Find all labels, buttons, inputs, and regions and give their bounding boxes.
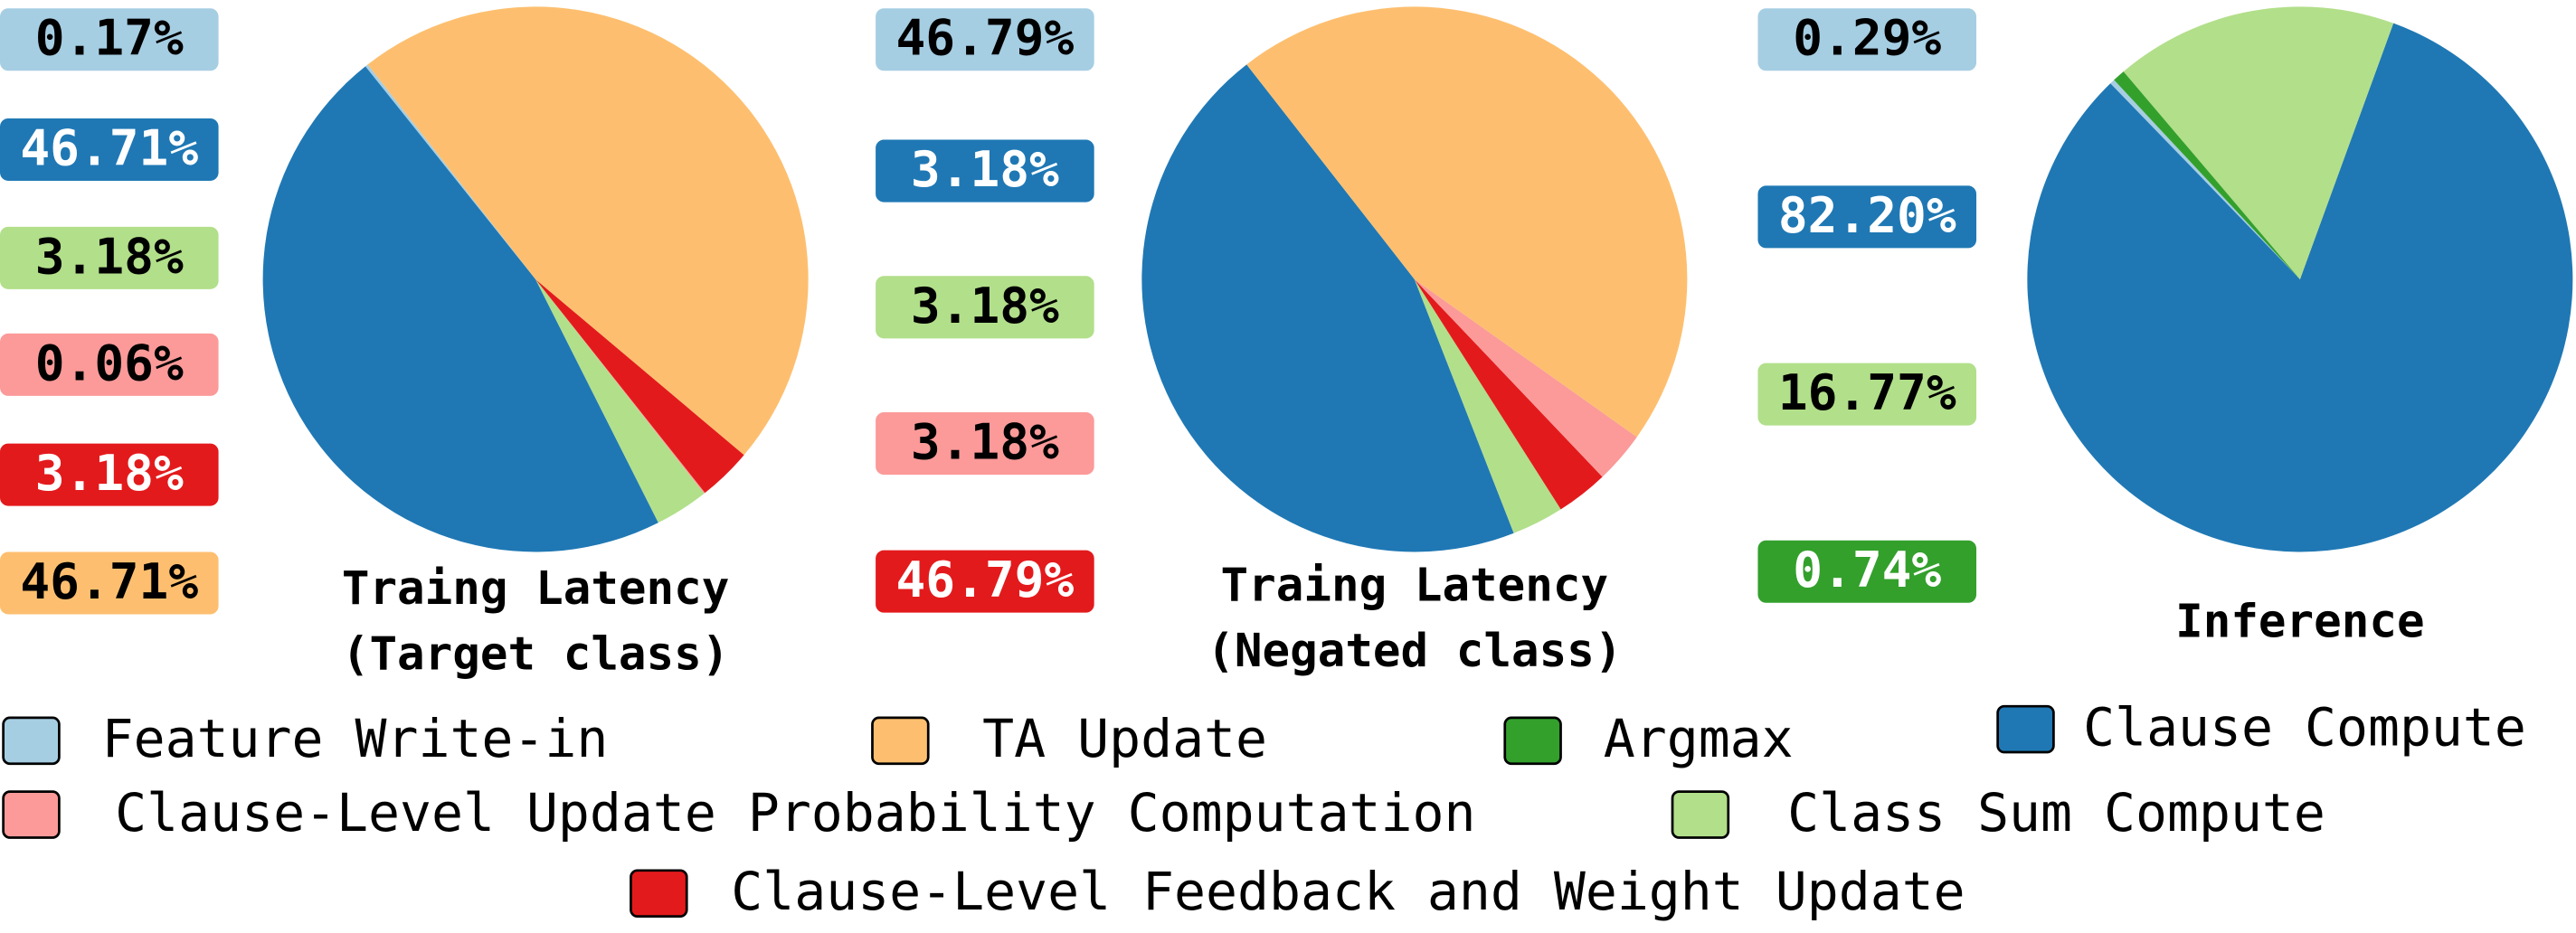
chart-title: Traing Latency [1221,558,1609,611]
label-box [1757,185,1977,249]
label-box [0,8,219,71]
value-label: 0.29% [1793,9,1941,67]
legend-swatch [1671,790,1730,839]
pie-slice [1414,278,1603,510]
label-box [876,412,1094,476]
pie-slice [2123,6,2394,279]
value-label: 0.06% [35,334,184,391]
pie-slice [2027,23,2573,552]
pie-slice [535,278,705,523]
legend-swatch [1503,716,1562,766]
label-box [1757,540,1977,603]
legend-swatch [2,790,61,839]
pie-slice [367,6,809,456]
legend-label: Feature Write-in [102,708,609,769]
chart-title: Traing Latency [342,561,730,615]
value-label: 3.18% [911,140,1059,198]
legend-label: Argmax [1604,708,1794,769]
value-label: 46.71% [20,118,198,176]
value-label: 82.20% [1778,186,1956,244]
value-label: 3.18% [35,444,184,502]
label-box [1757,363,1977,426]
label-box [0,226,219,289]
label-box [876,8,1094,71]
label-box [1757,8,1977,71]
pie-slice [535,278,706,494]
legend-swatch [2,716,61,766]
chart-title: Inference [2175,594,2425,647]
value-label: 0.17% [35,9,184,67]
value-label: 46.79% [896,551,1075,608]
value-label: 46.79% [896,9,1075,67]
pie-slice [2110,80,2300,279]
pie-slice [535,278,744,494]
pie-slice [1414,278,1637,477]
pie-slice [1246,6,1688,438]
legend-label: Clause-Level Feedback and Weight Update [731,861,1965,922]
pie-slice [365,64,536,279]
legend-label: Class Sum Compute [1787,782,2325,843]
value-label: 3.18% [35,227,184,285]
pie-slice [2114,71,2300,279]
legend-label: TA Update [982,708,1267,769]
label-box [876,139,1094,203]
value-label: 3.18% [911,413,1059,471]
label-box [876,550,1094,613]
legend-label: Clause-Level Update Probability Computat… [115,782,1475,843]
pie-slice [1141,64,1514,552]
label-box [0,118,219,181]
pie-slice [1414,278,1561,533]
legend-label: Clause Compute [2083,697,2526,759]
pie-slice [262,66,658,552]
chart-title: (Target class) [342,627,730,681]
legend-swatch [630,869,688,919]
label-box [0,551,219,615]
label-box [876,276,1094,339]
chart-title: (Negated class) [1207,624,1622,677]
value-label: 0.74% [1793,541,1941,598]
legend-swatch [1996,704,2055,754]
label-box [0,443,219,506]
legend-swatch [871,716,930,766]
value-label: 16.77% [1778,363,1956,421]
value-label: 46.71% [20,552,198,610]
value-label: 3.18% [911,277,1059,335]
label-box [0,333,219,396]
